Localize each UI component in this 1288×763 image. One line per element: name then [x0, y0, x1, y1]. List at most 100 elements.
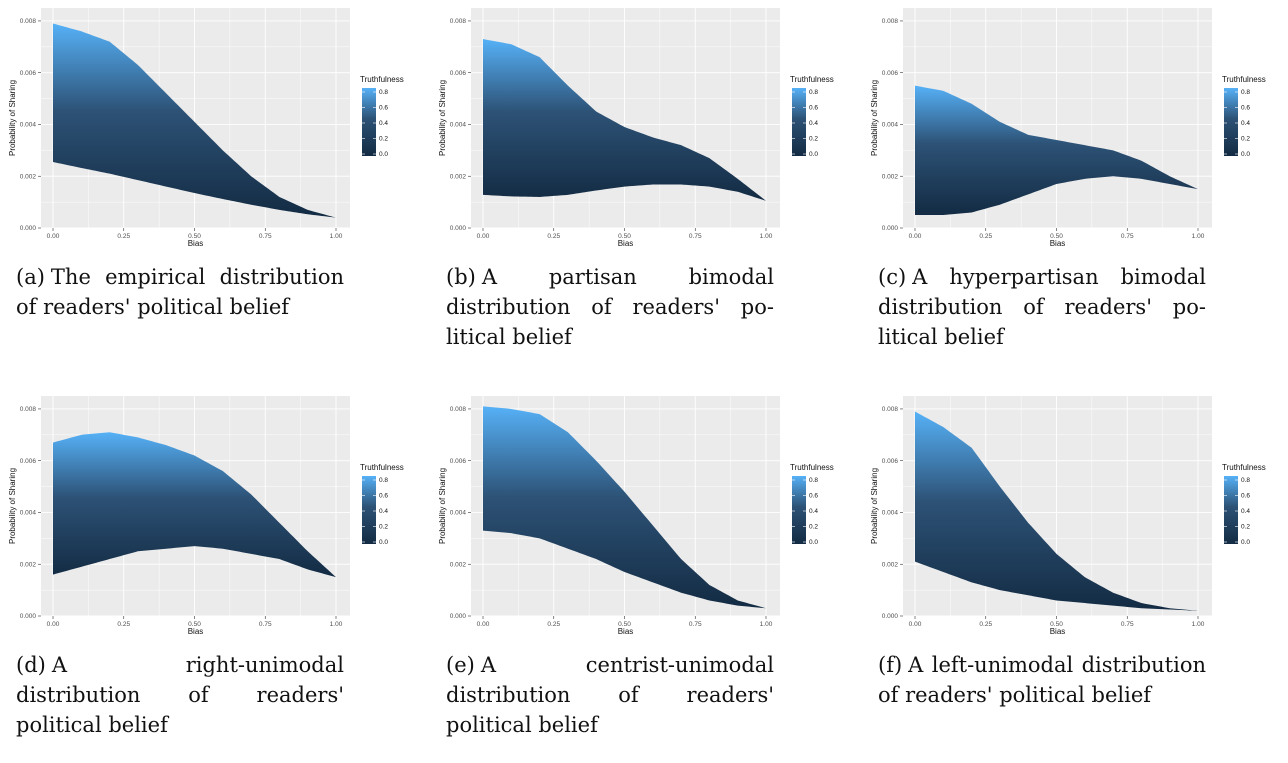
- caption-label: (b): [446, 265, 476, 289]
- y-tick-label: 0.008: [882, 18, 899, 25]
- y-axis-title: Probability of Sharing: [8, 80, 17, 156]
- y-tick-label: 0.004: [882, 122, 899, 129]
- chart-svg: 0.000 0.002 0.004 0.006 0.008 0.00 0.25 0.50 0.7…: [870, 8, 1266, 248]
- legend-tick-label: 0.8: [1241, 477, 1250, 484]
- x-tick-label: 0.75: [689, 233, 702, 240]
- legend-title: Truthfulness: [790, 75, 834, 84]
- y-axis-title: Probability of Sharing: [438, 80, 447, 156]
- x-axis-title: Bias: [188, 239, 204, 248]
- x-tick-label: 0.75: [689, 621, 702, 628]
- caption-label: (c): [878, 265, 907, 289]
- y-tick-label: 0.006: [882, 70, 899, 77]
- legend-title: Truthfulness: [360, 463, 404, 472]
- legend-title: Truthfulness: [360, 75, 404, 84]
- legend-tick-label: 0.8: [1241, 89, 1250, 96]
- legend-tick-label: 0.6: [1241, 105, 1250, 112]
- x-tick-label: 1.00: [1192, 621, 1205, 628]
- x-tick-label: 0.00: [909, 621, 922, 628]
- y-axis-title: Probability of Sharing: [870, 468, 879, 544]
- legend-colorbar: [1224, 88, 1238, 156]
- legend-tick-label: 0.6: [809, 493, 818, 500]
- x-tick-label: 0.00: [909, 233, 922, 240]
- legend-tick-label: 0.4: [809, 120, 818, 127]
- chart-panel-d: 0.000 0.002 0.004 0.006 0.008 0.00 0.25 0.50 0.7…: [0, 388, 429, 763]
- figure-caption: (c) A hyperpartisan bimodal distribution …: [878, 262, 1206, 352]
- y-tick-label: 0.000: [450, 225, 467, 232]
- y-axis-title: Probability of Sharing: [438, 468, 447, 544]
- caption-text: A right-unimodal distribution of readers…: [16, 653, 344, 737]
- x-tick-label: 0.75: [1121, 233, 1134, 240]
- legend-tick-label: 0.6: [809, 105, 818, 112]
- legend-colorbar: [362, 476, 376, 544]
- y-tick-label: 0.002: [882, 561, 899, 568]
- y-tick-label: 0.002: [20, 173, 37, 180]
- x-tick-label: 1.00: [760, 621, 773, 628]
- y-tick-label: 0.002: [20, 561, 37, 568]
- y-tick-label: 0.008: [20, 18, 37, 25]
- x-tick-label: 0.25: [117, 621, 130, 628]
- chart-panel-c: 0.000 0.002 0.004 0.006 0.008 0.00 0.25 0.50 0.7…: [862, 0, 1288, 375]
- x-tick-label: 0.25: [547, 621, 560, 628]
- legend-colorbar: [1224, 476, 1238, 544]
- legend-title: Truthfulness: [1222, 75, 1266, 84]
- truthfulness-band: [53, 23, 336, 218]
- x-axis-title: Bias: [618, 239, 634, 248]
- legend-tick-label: 0.6: [379, 493, 388, 500]
- legend-tick-label: 0.0: [1241, 151, 1250, 158]
- caption-text: A partisan bimodal distribution of reade…: [446, 265, 774, 349]
- figure-caption: (a) The empirical distribution of readers…: [16, 262, 344, 322]
- legend-colorbar: [792, 88, 806, 156]
- legend-tick-label: 0.0: [1241, 539, 1250, 546]
- caption-text: A left-unimodal distribution of readers'…: [878, 653, 1206, 707]
- y-tick-label: 0.008: [882, 406, 899, 413]
- legend-tick-label: 0.6: [379, 105, 388, 112]
- x-tick-label: 0.25: [979, 621, 992, 628]
- caption-label: (d): [16, 653, 46, 677]
- truthfulness-band: [915, 411, 1198, 611]
- x-tick-label: 1.00: [760, 233, 773, 240]
- x-tick-label: 0.00: [477, 233, 490, 240]
- y-tick-label: 0.006: [882, 458, 899, 465]
- caption-text: The empirical distribution of readers' p…: [16, 265, 344, 319]
- x-tick-label: 0.25: [979, 233, 992, 240]
- y-tick-label: 0.004: [20, 510, 37, 517]
- x-tick-label: 0.75: [259, 233, 272, 240]
- x-tick-label: 1.00: [330, 233, 343, 240]
- x-tick-label: 1.00: [330, 621, 343, 628]
- legend-tick-label: 0.4: [379, 120, 388, 127]
- caption-text: A centrist-unimodal distribution of read…: [446, 653, 774, 737]
- x-tick-label: 0.50: [618, 233, 631, 240]
- legend-tick-label: 0.2: [809, 524, 818, 531]
- x-tick-label: 0.75: [1121, 621, 1134, 628]
- y-tick-label: 0.002: [882, 173, 899, 180]
- x-tick-label: 0.75: [259, 621, 272, 628]
- legend-tick-label: 0.8: [809, 89, 818, 96]
- y-tick-label: 0.004: [450, 510, 467, 517]
- legend-tick-label: 0.2: [1241, 136, 1250, 143]
- caption-text: A hyperpartisan bimodal distribution of …: [878, 265, 1206, 349]
- caption-label: (a): [16, 265, 45, 289]
- truthfulness-band: [915, 85, 1198, 216]
- caption-label: (e): [446, 653, 475, 677]
- legend-colorbar: [792, 476, 806, 544]
- chart-panel-a: 0.000 0.002 0.004 0.006 0.008 0.00 0.25 0.50 0.7…: [0, 0, 429, 375]
- figure-caption: (d) A right-unimodal distribution of read…: [16, 650, 344, 740]
- legend-tick-label: 0.0: [379, 151, 388, 158]
- legend-tick-label: 0.0: [809, 151, 818, 158]
- y-tick-label: 0.006: [20, 458, 37, 465]
- legend-title: Truthfulness: [1222, 463, 1266, 472]
- legend-tick-label: 0.0: [809, 539, 818, 546]
- x-axis-title: Bias: [1050, 239, 1066, 248]
- legend-tick-label: 0.2: [809, 136, 818, 143]
- y-tick-label: 0.004: [450, 122, 467, 129]
- legend-tick-label: 0.8: [809, 477, 818, 484]
- y-tick-label: 0.008: [450, 406, 467, 413]
- chart-svg: 0.000 0.002 0.004 0.006 0.008 0.00 0.25 0.50 0.7…: [870, 396, 1266, 636]
- y-tick-label: 0.002: [450, 561, 467, 568]
- x-tick-label: 0.25: [117, 233, 130, 240]
- y-tick-label: 0.004: [882, 510, 899, 517]
- truthfulness-band: [53, 432, 336, 578]
- chart-panel-b: 0.000 0.002 0.004 0.006 0.008 0.00 0.25 0.50 0.7…: [430, 0, 859, 375]
- chart-svg: 0.000 0.002 0.004 0.006 0.008 0.00 0.25 0.50 0.7…: [8, 396, 404, 636]
- figure-caption: (b) A partisan bimodal distribution of re…: [446, 262, 774, 352]
